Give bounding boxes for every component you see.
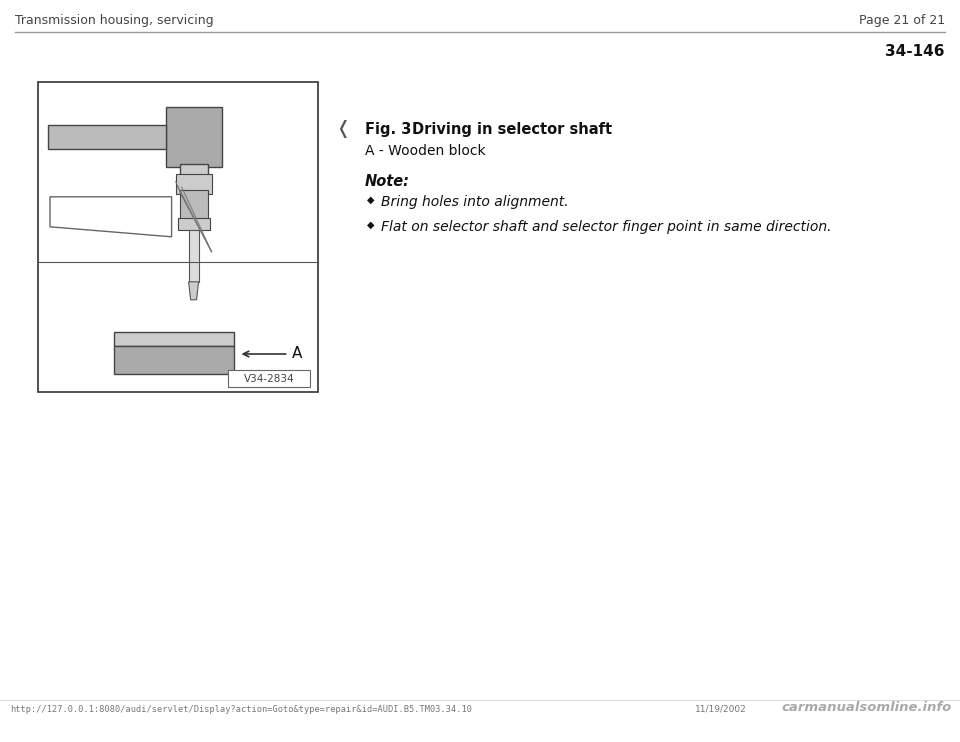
Text: V34-2834: V34-2834 [244,373,295,384]
Bar [113,332,233,346]
Text: Bring holes into alignment.: Bring holes into alignment. [381,195,568,209]
Text: A: A [292,347,302,361]
Text: Page 21 of 21: Page 21 of 21 [859,14,945,27]
Text: A - Wooden block: A - Wooden block [365,144,486,158]
Bar [228,370,310,387]
Bar [180,190,207,222]
Bar [188,230,199,282]
Bar [113,346,233,374]
Text: Flat on selector shaft and selector finger point in same direction.: Flat on selector shaft and selector fing… [381,220,831,234]
Text: Note:: Note: [365,174,410,189]
Text: ◆: ◆ [367,195,374,205]
Text: 11/19/2002: 11/19/2002 [695,705,747,714]
Polygon shape [188,282,199,300]
Text: ◆: ◆ [367,220,374,230]
Text: Fig. 3: Fig. 3 [365,122,432,137]
Bar [165,107,222,167]
Bar [48,125,165,149]
Text: ❬: ❬ [335,120,350,138]
Bar [180,164,207,182]
Text: 34-146: 34-146 [885,44,945,59]
Bar [38,82,318,392]
Text: Transmission housing, servicing: Transmission housing, servicing [15,14,214,27]
Text: Driving in selector shaft: Driving in selector shaft [412,122,612,137]
Text: http://127.0.0.1:8080/audi/servlet/Display?action=Goto&type=repair&id=AUDI.B5.TM: http://127.0.0.1:8080/audi/servlet/Displ… [10,705,472,714]
Text: carmanualsomline.info: carmanualsomline.info [781,701,952,714]
Bar [176,174,211,194]
Bar [178,218,209,230]
